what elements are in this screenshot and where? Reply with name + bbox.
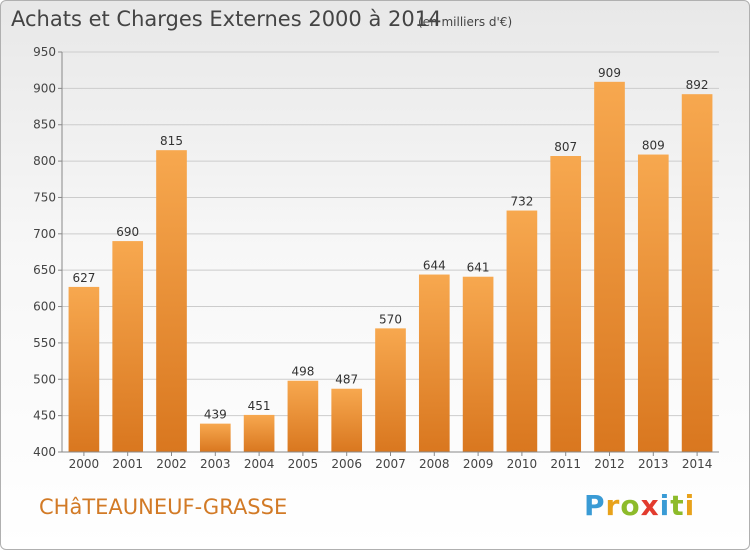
bar — [199, 423, 231, 452]
x-tick-label: 2012 — [594, 457, 625, 471]
data-label: 732 — [510, 195, 533, 209]
data-label: 690 — [116, 225, 139, 239]
chart-title: Achats et Charges Externes 2000 à 2014 — [11, 7, 442, 31]
y-tick-label: 500 — [33, 372, 56, 386]
y-tick-label: 850 — [33, 118, 56, 132]
y-tick-label: 450 — [33, 409, 56, 423]
bar — [506, 210, 538, 452]
bar — [462, 276, 494, 452]
y-tick-label: 750 — [33, 190, 56, 204]
y-tick-label: 900 — [33, 81, 56, 95]
data-label: 641 — [467, 261, 490, 275]
bar — [243, 414, 275, 452]
x-tick-label: 2002 — [156, 457, 187, 471]
commune-name: CHâTEAUNEUF-GRASSE — [39, 495, 288, 519]
logo-letter: i — [659, 489, 671, 522]
x-tick-label: 2005 — [288, 457, 319, 471]
y-tick-label: 550 — [33, 336, 56, 350]
data-label: 487 — [335, 373, 358, 387]
data-label: 627 — [72, 271, 95, 285]
bar — [418, 274, 450, 452]
data-label: 451 — [248, 399, 271, 413]
x-tick-label: 2001 — [112, 457, 143, 471]
x-tick-label: 2013 — [638, 457, 669, 471]
data-label: 807 — [554, 140, 577, 154]
x-tick-label: 2006 — [331, 457, 362, 471]
y-tick-label: 950 — [33, 45, 56, 59]
y-tick-label: 700 — [33, 227, 56, 241]
x-tick-label: 2004 — [244, 457, 275, 471]
bars: 627 690 815 439 451 498 487 570 644 641 732 807 909 8… — [68, 66, 713, 453]
x-tick-label: 2008 — [419, 457, 450, 471]
axes: 400 450 500 550 600 650 700 750 800 850 900 950 2000… — [33, 45, 719, 471]
data-label: 809 — [642, 139, 665, 153]
x-tick-label: 2014 — [682, 457, 713, 471]
data-label: 439 — [204, 408, 227, 422]
chart-unit: (en milliers d'€) — [418, 15, 513, 29]
bar — [156, 150, 187, 452]
x-tick-label: 2007 — [375, 457, 406, 471]
y-tick-label: 400 — [33, 445, 56, 459]
data-label: 815 — [160, 134, 183, 148]
data-label: 892 — [686, 78, 709, 92]
bar — [550, 156, 582, 452]
y-tick-label: 600 — [33, 300, 56, 314]
data-label: 498 — [291, 365, 314, 379]
logo-letter: i — [684, 489, 696, 522]
logo-letter: r — [605, 489, 621, 522]
x-tick-label: 2011 — [550, 457, 581, 471]
bar — [287, 380, 319, 452]
bar — [375, 328, 406, 452]
bar — [331, 388, 363, 452]
bar — [681, 94, 713, 452]
logo-letter: o — [620, 489, 641, 522]
bar — [594, 81, 625, 453]
data-label: 644 — [423, 259, 446, 273]
x-tick-label: 2003 — [200, 457, 231, 471]
data-label: 909 — [598, 66, 621, 80]
x-tick-label: 2010 — [507, 457, 538, 471]
logo-letter: P — [584, 489, 606, 522]
proxiti-logo: Proxiti — [584, 489, 695, 522]
y-tick-label: 650 — [33, 263, 56, 277]
x-tick-label: 2000 — [69, 457, 100, 471]
data-label: 570 — [379, 312, 402, 326]
bar — [637, 154, 669, 452]
x-tick-label: 2009 — [463, 457, 494, 471]
bar — [68, 286, 100, 452]
bar — [112, 241, 144, 452]
y-tick-label: 800 — [33, 154, 56, 168]
logo-letter: x — [640, 489, 660, 522]
logo-letter: t — [670, 489, 685, 522]
